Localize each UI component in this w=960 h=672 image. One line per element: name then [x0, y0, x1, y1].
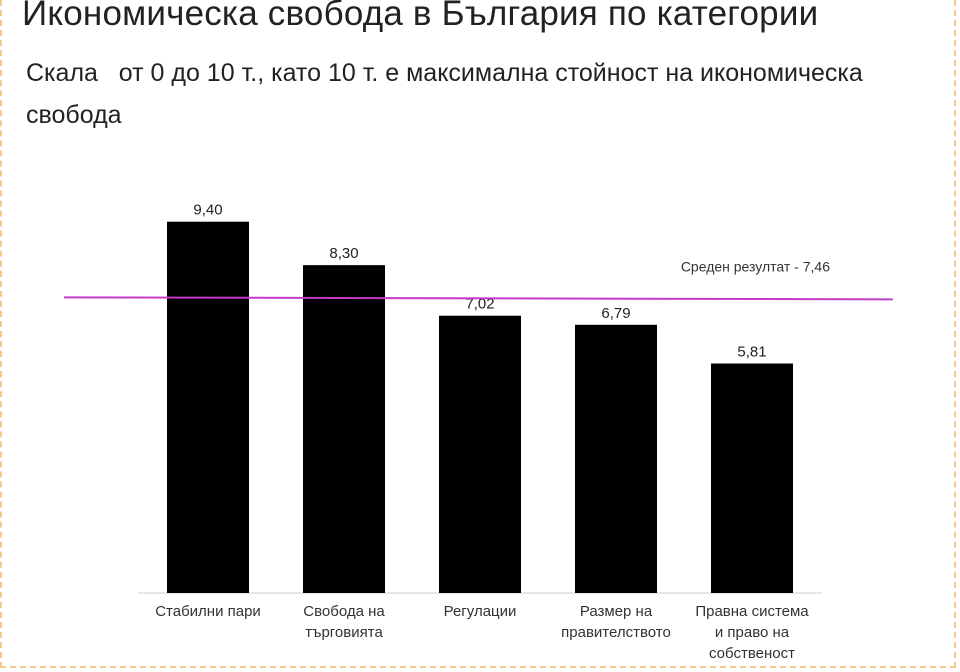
value-labels-group: 9,40 8,30 7,02 6,79 5,81 — [193, 202, 766, 361]
category-label-5: Правна система и право на собственост — [695, 603, 809, 662]
bar-4 — [575, 324, 657, 593]
bar-2 — [303, 265, 385, 593]
bar-5 — [711, 363, 793, 593]
category-label-4: Размер на правителството — [561, 603, 671, 641]
average-label: Среден резултат - 7,46 — [681, 258, 830, 274]
value-label-2: 8,30 — [329, 245, 358, 262]
category-label-line: Свобода на — [303, 603, 385, 620]
bar-1 — [167, 221, 249, 593]
value-label-4: 6,79 — [601, 305, 630, 322]
category-label-2: Свобода на търговията — [303, 603, 385, 641]
category-label-line: Стабилни пари — [155, 603, 261, 620]
bars-group — [167, 221, 793, 593]
category-label-line: Регулации — [444, 603, 517, 620]
category-label-line: търговията — [305, 624, 383, 641]
value-label-1: 9,40 — [193, 202, 222, 219]
value-label-3: 7,02 — [465, 296, 494, 313]
category-label-line: собственост — [709, 645, 795, 662]
average-line — [63, 296, 894, 301]
category-label-line: и право на — [715, 624, 790, 641]
bar-3 — [439, 315, 521, 593]
chart-title: Икономическа свобода в България по катег… — [22, 0, 819, 33]
value-label-5: 5,81 — [737, 344, 766, 361]
category-label-line: правителството — [561, 624, 671, 641]
category-label-3: Регулации — [444, 603, 517, 620]
category-label-line: Размер на — [580, 603, 653, 620]
category-label-line: Правна система — [695, 603, 809, 620]
category-labels-group: Стабилни пари Свобода на търговията Регулац… — [155, 603, 809, 662]
chart-subtitle: Скала от 0 до 10 т., като 10 т. е максим… — [26, 59, 870, 129]
category-label-1: Стабилни пари — [155, 603, 261, 620]
